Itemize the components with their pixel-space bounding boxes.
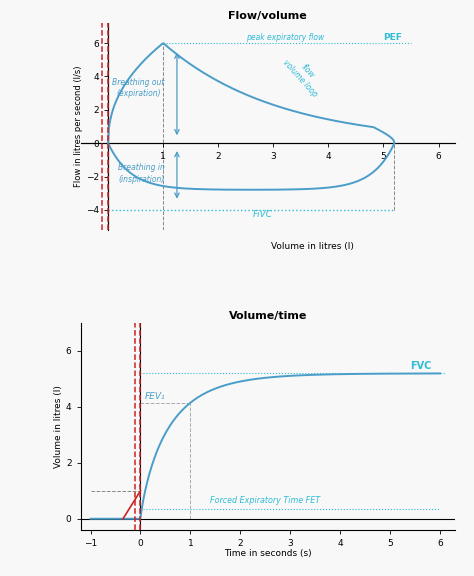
- Text: FiVC: FiVC: [252, 210, 272, 219]
- Text: Breathing in
(inspiration): Breathing in (inspiration): [118, 164, 164, 184]
- X-axis label: Volume in litres (l): Volume in litres (l): [271, 242, 354, 251]
- Text: FEV₁: FEV₁: [145, 392, 165, 401]
- Title: Volume/time: Volume/time: [228, 311, 307, 321]
- Y-axis label: Flow in litres per second (l/s): Flow in litres per second (l/s): [74, 66, 83, 187]
- Text: PEF: PEF: [383, 33, 402, 42]
- Title: Flow/volume: Flow/volume: [228, 11, 307, 21]
- X-axis label: Time in seconds (s): Time in seconds (s): [224, 550, 311, 558]
- Text: Forced Expiratory Time FET: Forced Expiratory Time FET: [210, 497, 320, 505]
- Text: Breathing out
(expiration): Breathing out (expiration): [112, 78, 164, 98]
- Text: flow
volume loop: flow volume loop: [281, 51, 327, 98]
- Y-axis label: Volume in litres (l): Volume in litres (l): [54, 385, 63, 468]
- Text: FVC: FVC: [410, 361, 431, 371]
- Text: peak expiratory flow: peak expiratory flow: [246, 33, 324, 42]
